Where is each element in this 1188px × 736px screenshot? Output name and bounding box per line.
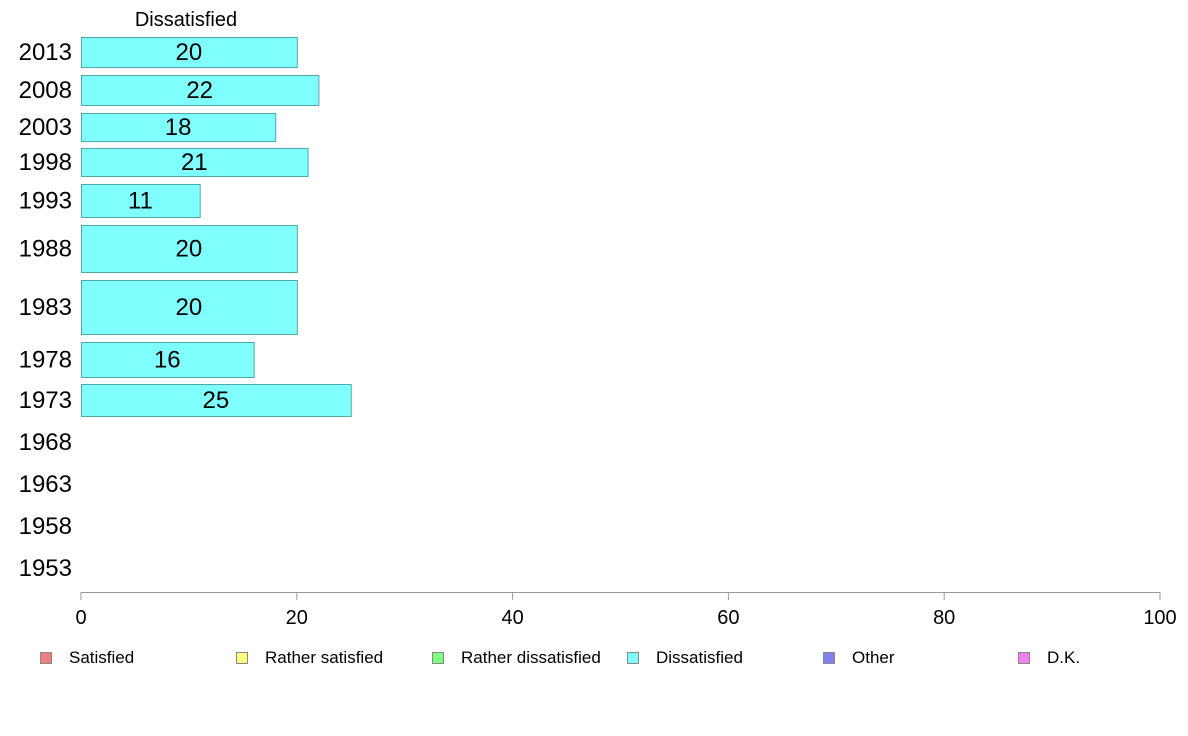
legend-swatch — [1018, 652, 1030, 664]
bar-data-label: 20 — [176, 294, 203, 321]
bar-data-label: 16 — [154, 347, 181, 374]
y-tick-label: 1968 — [19, 429, 72, 456]
x-tick-label: 40 — [501, 607, 523, 629]
y-tick-label: 1963 — [19, 471, 72, 498]
bar — [81, 113, 277, 142]
legend-swatch — [823, 652, 835, 664]
y-axis-labels: 2013 2008 2003 1998 1993 1988 1983 1978 1973 1968… — [19, 39, 72, 582]
legend-label: D.K. — [1047, 648, 1081, 667]
bars-group: 20 22 18 21 11 20 20 16 25 — [81, 37, 352, 417]
legend-item: D.K. — [1018, 648, 1080, 668]
legend-item: Rather dissatisfied — [432, 648, 601, 668]
x-tick-label: 20 — [286, 607, 308, 629]
bar — [81, 75, 320, 106]
bar-data-label: 25 — [203, 387, 230, 414]
legend-label: Rather dissatisfied — [461, 648, 601, 667]
legend-label: Dissatisfied — [656, 648, 743, 667]
y-tick-label: 1958 — [19, 513, 72, 540]
chart-title: Dissatisfied — [135, 9, 237, 31]
legend-label: Other — [852, 648, 895, 667]
bar — [81, 384, 352, 417]
y-tick-label: 1973 — [19, 387, 72, 414]
y-tick-label: 2008 — [19, 77, 72, 104]
bar — [81, 280, 298, 335]
legend-item: Satisfied — [40, 648, 134, 668]
bar-data-label: 18 — [165, 114, 192, 141]
y-tick-label: 1978 — [19, 347, 72, 374]
legend-item: Other — [823, 648, 895, 668]
x-tick-label: 60 — [717, 607, 739, 629]
x-tick-label: 80 — [933, 607, 955, 629]
y-tick-label: 1993 — [19, 188, 72, 215]
legend-item: Dissatisfied — [627, 648, 743, 668]
y-tick-label: 1953 — [19, 555, 72, 582]
bar-data-label: 20 — [176, 236, 203, 263]
bar-data-label: 11 — [128, 188, 153, 215]
legend-label: Rather satisfied — [265, 648, 384, 667]
bar — [81, 225, 298, 273]
bar-data-label: 20 — [176, 39, 203, 66]
bar — [81, 148, 309, 177]
bar-data-label: 22 — [186, 77, 213, 104]
y-tick-label: 2013 — [19, 39, 72, 66]
legend-item: Rather satisfied — [236, 648, 383, 668]
y-tick-label: 2003 — [19, 114, 72, 141]
bar — [81, 342, 255, 378]
legend-swatch — [432, 652, 444, 664]
x-axis: 0 20 40 60 80 100 — [75, 592, 1177, 629]
bar-data-label: 21 — [181, 149, 208, 176]
x-tick-label: 100 — [1143, 607, 1176, 629]
bar — [81, 184, 201, 218]
legend-label: Satisfied — [69, 648, 135, 667]
legend: Satisfied Rather satisfied Rather dissatis… — [0, 648, 1188, 668]
y-tick-label: 1998 — [19, 149, 72, 176]
bar — [81, 37, 298, 68]
y-tick-label: 1988 — [19, 236, 72, 263]
legend-swatch — [40, 652, 52, 664]
x-tick-label: 0 — [75, 607, 86, 629]
legend-swatch — [627, 652, 639, 664]
y-tick-label: 1983 — [19, 294, 72, 321]
legend-swatch — [236, 652, 248, 664]
